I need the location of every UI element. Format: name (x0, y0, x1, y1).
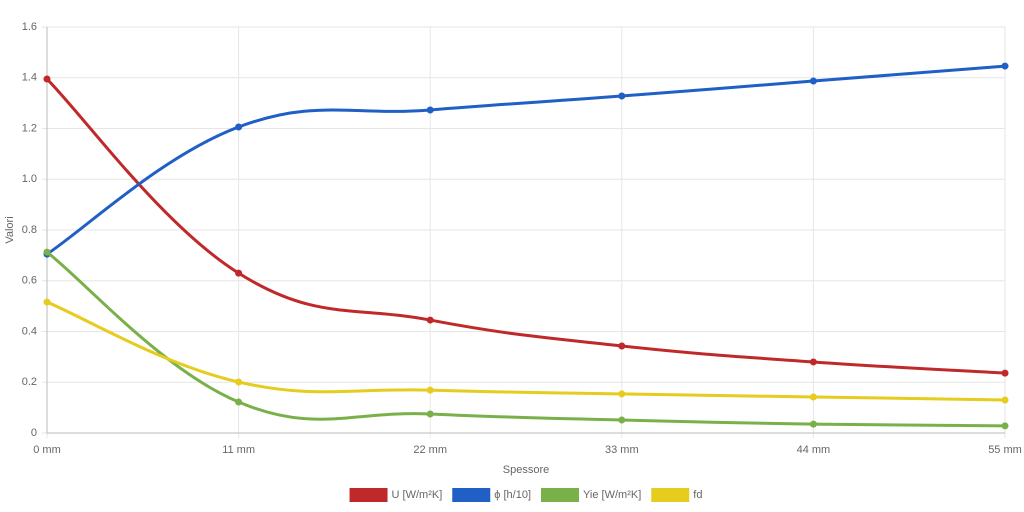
point (235, 269, 243, 277)
legend-swatch (651, 488, 690, 502)
point (809, 358, 817, 366)
point (235, 378, 243, 386)
x-tick-label: 44 mm (797, 444, 831, 456)
line (46, 250, 1006, 428)
x-tick-label: 22 mm (413, 444, 447, 456)
y-tick-label: 0.6 (22, 275, 37, 287)
point (43, 248, 51, 256)
point (235, 123, 243, 131)
point (809, 77, 817, 85)
x-tick-label: 55 mm (988, 444, 1022, 456)
point (1001, 369, 1009, 377)
x-tick-label: 0 mm (33, 444, 61, 456)
point (809, 420, 817, 428)
legend-label: Yie [W/m²K] (583, 489, 641, 501)
x-axis-title: Spessore (503, 464, 549, 476)
y-tick-label: 1.2 (22, 122, 37, 134)
point (618, 342, 626, 350)
point (618, 416, 626, 424)
legend-swatch (541, 488, 580, 502)
point (235, 398, 243, 406)
y-tick-label: 1.6 (22, 21, 37, 33)
line (46, 64, 1006, 256)
y-tick-label: 0.4 (22, 325, 37, 337)
line (46, 300, 1006, 402)
point (809, 393, 817, 401)
legend-label: U [W/m²K] (392, 489, 443, 501)
point (426, 410, 434, 418)
y-tick-label: 1.4 (22, 72, 37, 84)
point (426, 316, 434, 324)
legend-label: ϕ [h/10] (494, 489, 531, 501)
point (426, 386, 434, 394)
y-axis-title: Valori (4, 216, 16, 243)
point (43, 298, 51, 306)
point (618, 92, 626, 100)
x-tick-label: 33 mm (605, 444, 639, 456)
y-tick-label: 0.8 (22, 224, 37, 236)
legend-label: fd (693, 489, 702, 501)
point (618, 390, 626, 398)
legend: U [W/m²K] ϕ [h/10] Yie [W/m²K] fd (349, 488, 702, 502)
y-tick-label: 0.2 (22, 376, 37, 388)
point (426, 106, 434, 114)
x-tick-label: 11 mm (222, 444, 255, 456)
legend-swatch (452, 488, 491, 502)
y-tick-label: 1.0 (22, 173, 37, 185)
point (1001, 62, 1009, 70)
legend-swatch (349, 488, 388, 502)
point (1001, 396, 1009, 404)
point (1001, 422, 1009, 430)
y-tick-label: 0 (31, 427, 37, 439)
line (45, 77, 1006, 375)
point (43, 75, 51, 83)
